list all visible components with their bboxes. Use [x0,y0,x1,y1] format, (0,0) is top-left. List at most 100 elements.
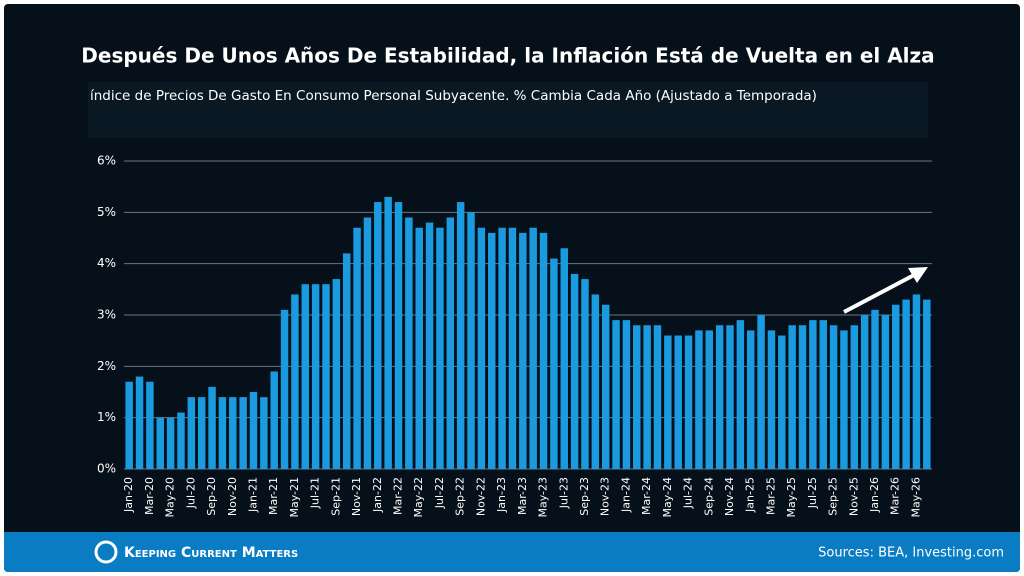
bar [529,227,537,469]
bar [239,397,247,469]
x-tick-label: Sep-20 [205,477,218,516]
x-tick-label: Sep-23 [578,477,591,516]
bar [695,330,703,469]
bar [902,299,910,469]
y-tick-label: 5% [97,205,116,219]
bar [363,217,372,469]
bar [560,248,568,469]
bar [125,381,133,469]
x-tick-label: May-23 [537,477,550,518]
bar [674,335,682,469]
bar [705,330,714,469]
bar [819,320,827,469]
bar [405,217,413,469]
logo-icon [94,540,118,564]
plot: 0% 1% 2% 3% 4% 5% 6% Jan-20 Mar-20 May-20 Jul-20 Se… [97,154,932,518]
bar [322,284,330,469]
y-tick-label: 3% [97,308,116,322]
x-tick-label: Jan-21 [246,477,259,513]
x-tick-label: Nov-21 [350,477,363,516]
bar [581,279,589,469]
bar [809,320,817,469]
bar [829,325,838,469]
bar [166,417,175,469]
bar [177,412,185,469]
frame: Después De Unos Años De Estabilidad, la … [4,4,1020,572]
bar [488,232,496,469]
bar [892,304,900,469]
x-tick-label: Sep-24 [702,477,715,516]
x-tick-label: Jul-23 [557,477,570,509]
footer-bar [4,532,1020,572]
bar [467,212,475,470]
x-tick-label: Mar-24 [640,477,653,515]
trend-arrow [843,267,928,314]
x-tick-label: Jan-23 [495,477,508,513]
x-tick-label: May-22 [412,477,425,518]
x-tick-label: Jul-20 [184,477,197,509]
x-tick-label: Mar-23 [516,477,529,515]
bar [508,227,517,469]
x-tick-label: Jan-26 [868,477,881,513]
bar [436,227,444,469]
bar [643,325,651,469]
bar [301,284,310,469]
bar [798,325,807,469]
chart-subtitle: índice de Precios De Gasto En Consumo Pe… [90,88,817,104]
bar [612,320,620,469]
bar [218,397,227,469]
bar [622,320,631,469]
source: Sources: BEA, Investing.com [818,546,1004,561]
y-tick-label: 6% [97,154,116,168]
bar [197,397,206,469]
x-tick-label: Mar-25 [764,477,777,515]
bar [187,397,196,469]
bar [570,273,579,469]
bar [394,202,403,470]
subtitle-band [88,82,928,138]
bar [715,325,724,469]
x-tick-label: Sep-25 [827,477,840,516]
x-tick-label: Nov-23 [599,477,612,516]
x-tick-label: Nov-24 [723,477,736,516]
bar [746,330,755,469]
bar [860,315,869,469]
x-tick-label: Jan-24 [619,477,632,513]
bar [767,330,776,469]
x-tick-label: Nov-20 [226,477,239,516]
bar [550,258,558,469]
logo-text: Keeping Current Matters [124,545,298,561]
bar [840,330,848,469]
bar [249,392,258,469]
bar [229,397,237,469]
bar [498,227,506,469]
x-tick-label: Mar-20 [143,477,156,515]
bar [871,309,879,469]
x-tick-label: Nov-25 [847,477,860,516]
bar [788,325,796,469]
bar [633,325,641,469]
bar [726,325,734,469]
x-tick-label: Sep-21 [329,477,342,516]
x-tick-label: Mar-21 [267,477,280,515]
bar [446,217,455,469]
x-tick-label: May-20 [164,477,177,518]
bar [539,232,548,469]
bar [156,417,164,469]
bar [591,294,600,469]
bar [653,325,662,469]
x-tick-label: Jul-22 [433,477,446,509]
bar [456,202,465,470]
bar [146,381,154,469]
bar [135,376,144,469]
bar [757,315,765,469]
y-tick-label: 2% [97,359,116,373]
bar [260,397,268,469]
chart-title: Después De Unos Años De Estabilidad, la … [81,44,934,68]
bar [342,253,351,469]
bar [311,284,320,469]
y-tick-label: 1% [97,410,116,424]
y-tick-label: 4% [97,256,116,270]
x-tick-label: Jan-22 [371,477,384,513]
bar [280,309,289,469]
